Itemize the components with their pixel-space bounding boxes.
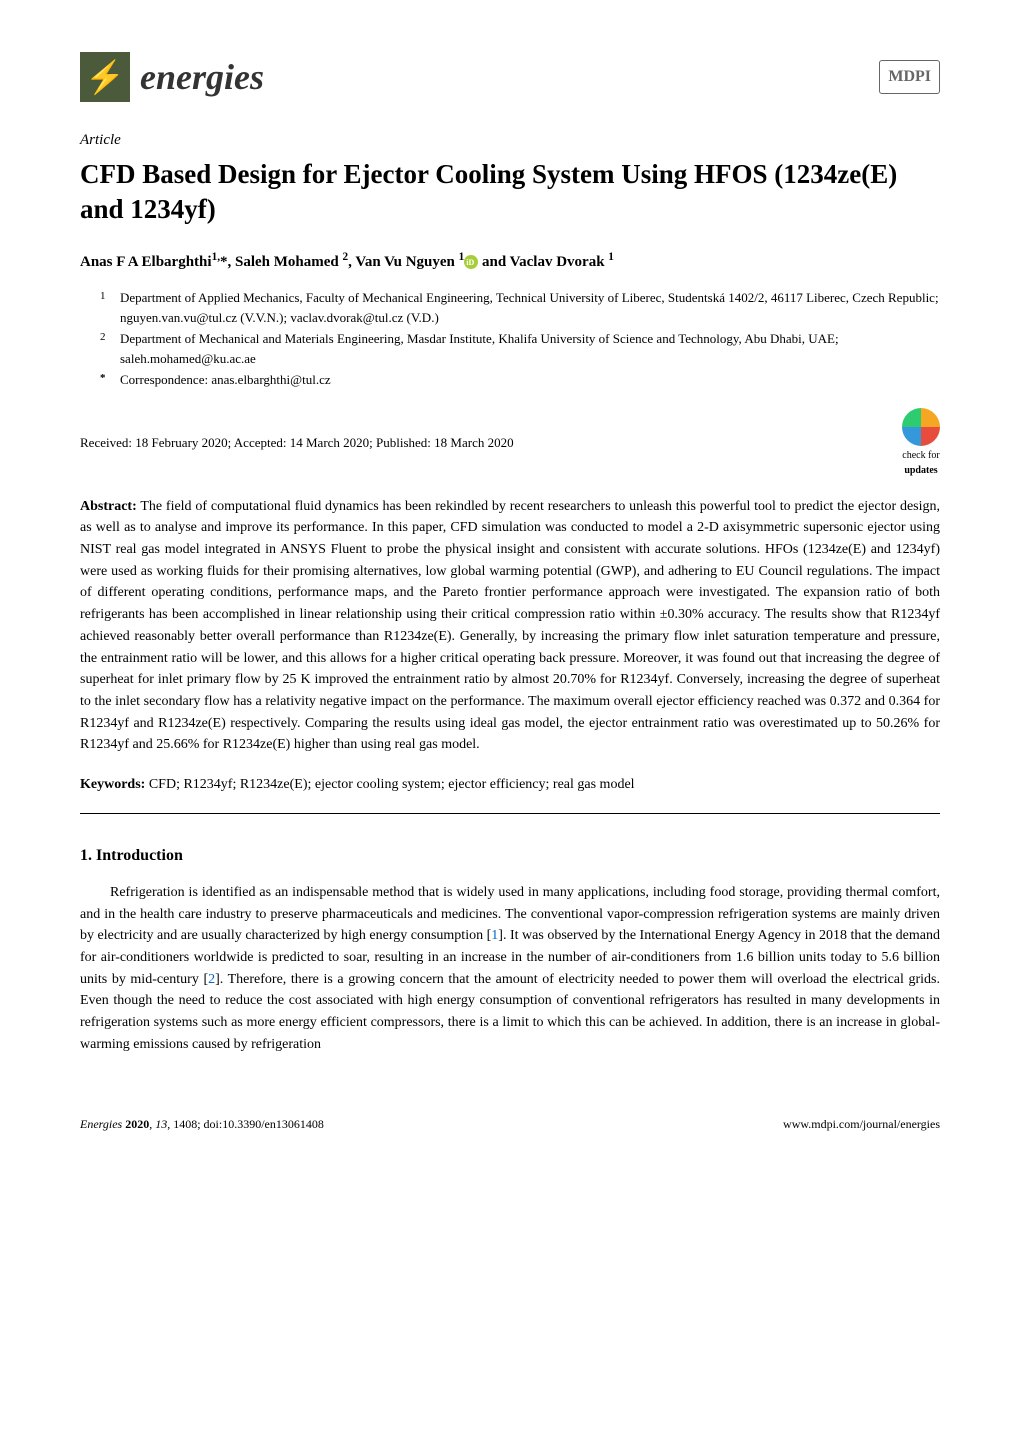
publication-dates: Received: 18 February 2020; Accepted: 14… xyxy=(80,433,514,453)
affiliation-2-num: 2 xyxy=(100,329,120,368)
affiliation-1-num: 1 xyxy=(100,288,120,327)
abstract-text: The field of computational fluid dynamic… xyxy=(80,499,940,753)
orcid-icon[interactable] xyxy=(464,255,478,269)
article-title: CFD Based Design for Ejector Cooling Sys… xyxy=(80,157,940,227)
affiliation-2-text: Department of Mechanical and Materials E… xyxy=(120,329,940,368)
check-updates-label2: updates xyxy=(904,463,937,478)
check-updates-label1: check for xyxy=(902,448,939,463)
journal-logo: ⚡ energies xyxy=(80,50,264,104)
footer-right[interactable]: www.mdpi.com/journal/energies xyxy=(783,1115,940,1133)
keywords-text: CFD; R1234yf; R1234ze(E); ejector coolin… xyxy=(145,777,634,792)
footer: Energies 2020, 13, 1408; doi:10.3390/en1… xyxy=(80,1115,940,1133)
publisher-logo-text: MDPI xyxy=(888,65,931,89)
footer-left: Energies 2020, 13, 1408; doi:10.3390/en1… xyxy=(80,1115,324,1133)
author-4-sup: 1 xyxy=(608,251,614,263)
check-updates-badge[interactable]: check for updates xyxy=(902,408,940,478)
header-row: ⚡ energies MDPI xyxy=(80,50,940,104)
abstract: Abstract: The field of computational flu… xyxy=(80,496,940,756)
author-1-sup: 1, xyxy=(212,251,220,263)
affiliation-corr-num: * xyxy=(100,370,120,390)
affiliation-corr: * Correspondence: anas.elbarghthi@tul.cz xyxy=(100,370,940,390)
abstract-label: Abstract: xyxy=(80,499,137,514)
article-type: Article xyxy=(80,129,940,152)
affiliation-corr-text: Correspondence: anas.elbarghthi@tul.cz xyxy=(120,370,940,390)
keywords-label: Keywords: xyxy=(80,777,145,792)
section-1-heading: 1. Introduction xyxy=(80,844,940,868)
journal-name: energies xyxy=(140,50,264,104)
authors-line: Anas F A Elbarghthi1,*, Saleh Mohamed 2,… xyxy=(80,249,940,274)
affiliations: 1 Department of Applied Mechanics, Facul… xyxy=(80,288,940,390)
affiliation-1-text: Department of Applied Mechanics, Faculty… xyxy=(120,288,940,327)
dates-row: Received: 18 February 2020; Accepted: 14… xyxy=(80,408,940,478)
author-1-corr: *, Saleh Mohamed xyxy=(220,254,343,270)
section-1-para-1: Refrigeration is identified as an indisp… xyxy=(80,882,940,1056)
affiliation-1: 1 Department of Applied Mechanics, Facul… xyxy=(100,288,940,327)
journal-logo-icon: ⚡ xyxy=(80,52,130,102)
author-2-rest: , Van Vu Nguyen xyxy=(348,254,458,270)
affiliation-2: 2 Department of Mechanical and Materials… xyxy=(100,329,940,368)
author-1: Anas F A Elbarghthi xyxy=(80,254,212,270)
keywords: Keywords: CFD; R1234yf; R1234ze(E); ejec… xyxy=(80,774,940,795)
divider xyxy=(80,813,940,814)
author-3-rest: and Vaclav Dvorak xyxy=(478,254,608,270)
bolt-icon: ⚡ xyxy=(85,53,125,101)
publisher-logo: MDPI xyxy=(879,60,940,94)
check-updates-icon xyxy=(902,408,940,446)
